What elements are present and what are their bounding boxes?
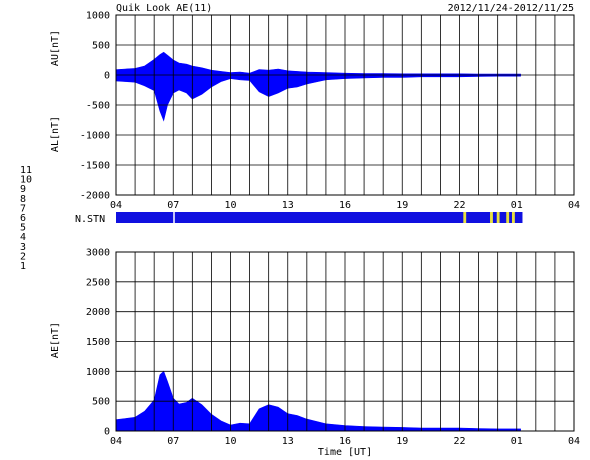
aual-x-tick-label: 07 bbox=[167, 200, 179, 211]
ae-x-tick-label: 10 bbox=[224, 436, 236, 447]
ae-x-tick-label: 04 bbox=[568, 436, 580, 447]
station-gap bbox=[173, 212, 175, 223]
station-legend-item: 8 bbox=[20, 194, 26, 205]
ae-x-tick-label: 04 bbox=[110, 436, 122, 447]
station-bar bbox=[116, 212, 523, 223]
aual-y-tick-label: 500 bbox=[92, 41, 110, 52]
ae-y-tick-label: 1500 bbox=[86, 337, 110, 348]
aual-x-tick-label: 10 bbox=[224, 200, 236, 211]
station-gap bbox=[506, 212, 510, 223]
aual-y-tick-label: -1000 bbox=[80, 131, 110, 142]
ae-y-tick-label: 1000 bbox=[86, 367, 110, 378]
station-legend-item: 7 bbox=[20, 203, 26, 214]
station-gap bbox=[463, 212, 467, 223]
ae-axis-label: AE[nT] bbox=[50, 322, 61, 358]
aual-x-tick-label: 16 bbox=[339, 200, 351, 211]
aual-y-tick-label: -1500 bbox=[80, 161, 110, 172]
aual-y-tick-label: 0 bbox=[104, 71, 110, 82]
ae-y-tick-label: 2000 bbox=[86, 307, 110, 318]
aual-y-tick-label: -2000 bbox=[80, 191, 110, 202]
aual-x-tick-label: 13 bbox=[282, 200, 294, 211]
ae-y-tick-label: 500 bbox=[92, 397, 110, 408]
aual-x-tick-label: 01 bbox=[511, 200, 523, 211]
chart-title: Quik Look AE(11) bbox=[116, 3, 212, 14]
aual-x-tick-label: 19 bbox=[396, 200, 408, 211]
ae-x-tick-label: 01 bbox=[511, 436, 523, 447]
ae-x-tick-label: 19 bbox=[396, 436, 408, 447]
aual-y-tick-label: 1000 bbox=[86, 11, 110, 22]
aual-x-tick-label: 04 bbox=[568, 200, 580, 211]
ae-frame bbox=[115, 251, 575, 432]
au-series-area bbox=[115, 51, 521, 76]
aual-y-tick-label: -500 bbox=[86, 101, 110, 112]
ae-x-tick-label: 22 bbox=[453, 436, 465, 447]
aual-x-tick-label: 22 bbox=[453, 200, 465, 211]
station-legend-item: 4 bbox=[20, 232, 26, 243]
ae-series-area bbox=[115, 370, 521, 432]
station-legend-item: 11 bbox=[20, 165, 32, 176]
al-axis-label: AL[nT] bbox=[50, 116, 61, 152]
station-legend-item: 10 bbox=[20, 175, 32, 186]
station-legend-item: 5 bbox=[20, 223, 26, 234]
x-axis-title: Time [UT] bbox=[318, 447, 372, 458]
ae-x-tick-label: 16 bbox=[339, 436, 351, 447]
ae-y-tick-label: 0 bbox=[104, 427, 110, 438]
station-count-bar bbox=[116, 212, 523, 223]
station-legend-item: 2 bbox=[20, 251, 26, 262]
date-range: 2012/11/24-2012/11/25 bbox=[448, 3, 574, 14]
station-gap bbox=[496, 212, 500, 223]
station-gap bbox=[511, 212, 515, 223]
al-series-area bbox=[115, 74, 521, 122]
ae-x-tick-label: 07 bbox=[167, 436, 179, 447]
ae-y-tick-label: 3000 bbox=[86, 248, 110, 259]
au-axis-label: AU[nT] bbox=[50, 30, 61, 66]
station-legend-item: 3 bbox=[20, 242, 26, 253]
aual-x-tick-label: 04 bbox=[110, 200, 122, 211]
nstn-label: N.STN bbox=[75, 214, 105, 225]
station-legend-item: 6 bbox=[20, 213, 26, 224]
aual-frame bbox=[115, 14, 575, 196]
ae-x-tick-label: 13 bbox=[282, 436, 294, 447]
station-gap bbox=[490, 212, 493, 223]
station-legend-item: 1 bbox=[20, 261, 26, 272]
station-legend-item: 9 bbox=[20, 184, 26, 195]
ae-y-tick-label: 2500 bbox=[86, 277, 110, 288]
